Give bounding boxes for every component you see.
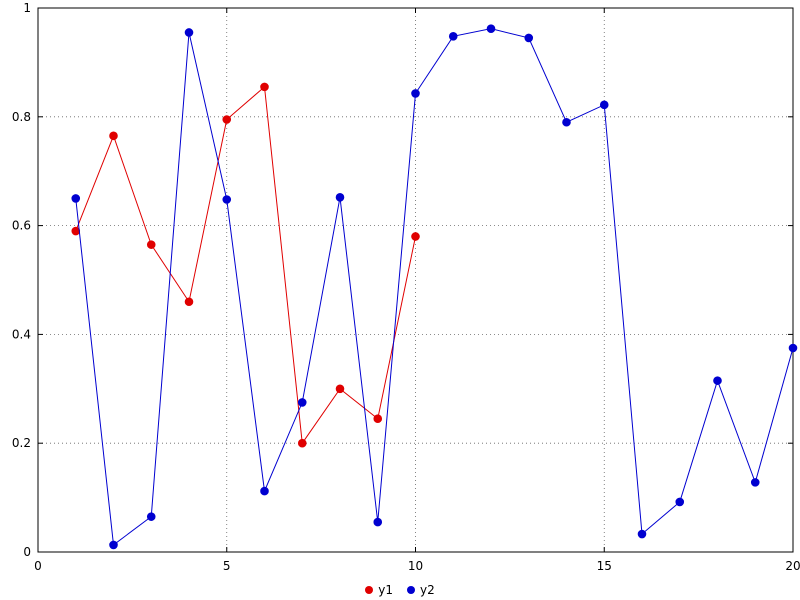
y-tick-label: 0.6 [12, 219, 31, 233]
legend-marker-y2 [407, 586, 415, 594]
legend-item-y2: y2 [407, 583, 435, 597]
data-point-y2 [109, 540, 118, 550]
data-point-y2 [637, 529, 647, 539]
data-point-y1 [109, 131, 118, 141]
series-line-y1 [75, 85, 416, 445]
legend-item-y1: y1 [365, 583, 393, 597]
data-point-y1 [335, 384, 345, 394]
y-tick-label: 0.4 [12, 327, 31, 341]
data-point-y2 [260, 486, 269, 496]
data-point-y2 [713, 376, 722, 385]
data-point-y1 [71, 226, 81, 236]
x-tick-label: 20 [785, 559, 800, 573]
data-point-y2 [562, 117, 571, 127]
data-point-y2 [222, 195, 232, 204]
legend-label-y1: y1 [378, 583, 393, 597]
data-point-y2 [411, 89, 420, 98]
data-point-y1 [184, 297, 194, 307]
x-tick-label: 0 [34, 559, 42, 573]
data-point-y2 [146, 512, 156, 521]
chart-legend: y1 y2 [0, 583, 800, 597]
data-point-y1 [260, 82, 269, 92]
data-point-y2 [788, 343, 798, 353]
x-tick-label: 5 [223, 559, 231, 573]
data-point-y2 [448, 31, 458, 41]
x-tick-label: 15 [597, 559, 612, 573]
data-point-y2 [184, 28, 194, 37]
series-line-y2 [75, 28, 794, 546]
y-tick-label: 0 [23, 545, 31, 559]
legend-marker-y1 [365, 586, 374, 594]
data-point-y2 [750, 478, 760, 487]
data-point-y2 [599, 100, 609, 110]
data-point-y1 [222, 115, 232, 124]
y-tick-label: 0.2 [12, 436, 31, 450]
legend-label-y2: y2 [420, 583, 435, 597]
data-point-y2 [373, 517, 383, 527]
data-point-y1 [373, 414, 383, 424]
y-tick-label: 0.8 [12, 110, 31, 124]
y-tick-label: 1 [23, 1, 31, 15]
data-point-y2 [335, 193, 345, 202]
data-point-y2 [675, 497, 685, 507]
data-point-y2 [524, 33, 534, 43]
data-point-y1 [411, 232, 420, 241]
data-point-y2 [71, 194, 81, 203]
data-point-y1 [297, 438, 307, 448]
x-tick-label: 10 [408, 559, 423, 573]
data-point-y1 [146, 240, 156, 249]
data-point-y2 [297, 398, 307, 407]
data-point-y2 [486, 24, 496, 33]
